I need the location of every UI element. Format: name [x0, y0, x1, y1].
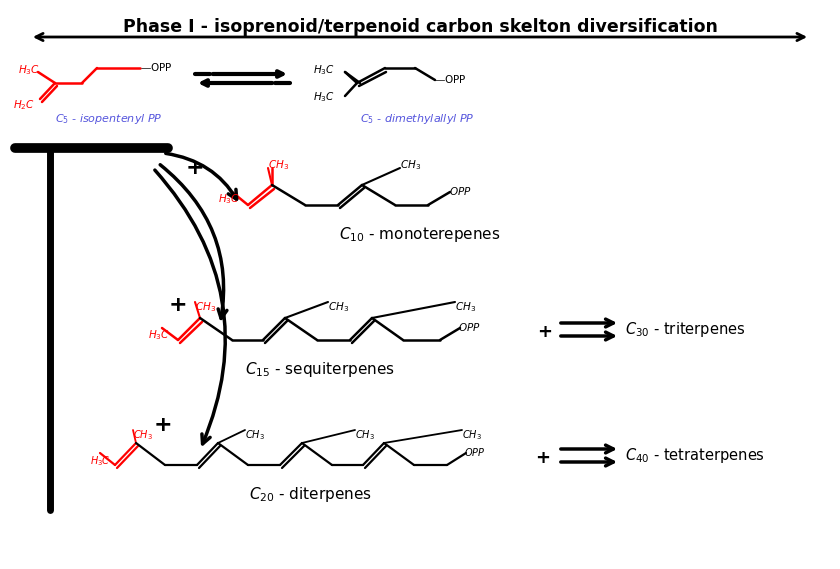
Text: $H_3C$: $H_3C$ — [313, 63, 335, 77]
Text: $H_3C$: $H_3C$ — [218, 192, 240, 206]
Text: $CH_3$: $CH_3$ — [245, 428, 265, 442]
Text: $CH_3$: $CH_3$ — [195, 300, 216, 314]
Text: $C_{20}$ - diterpenes: $C_{20}$ - diterpenes — [249, 485, 371, 504]
Text: $OPP$: $OPP$ — [449, 185, 471, 197]
Text: $C_{30}$ - triterpenes: $C_{30}$ - triterpenes — [625, 320, 745, 339]
Text: $H_2C$: $H_2C$ — [13, 98, 35, 112]
Text: +: + — [154, 415, 172, 435]
Text: $CH_3$: $CH_3$ — [133, 428, 153, 442]
Text: $H_3C$: $H_3C$ — [90, 454, 111, 468]
Text: $C_5$ - dimethylallyl PP: $C_5$ - dimethylallyl PP — [360, 112, 475, 126]
Text: +: + — [169, 295, 187, 315]
Text: $CH_3$: $CH_3$ — [268, 158, 289, 172]
Text: $\mathregular{—OPP}$: $\mathregular{—OPP}$ — [434, 73, 467, 85]
Text: $CH_3$: $CH_3$ — [455, 300, 476, 314]
Text: $CH_3$: $CH_3$ — [328, 300, 349, 314]
Text: $CH_3$: $CH_3$ — [400, 158, 421, 172]
Text: $C_{10}$ - monoterepenes: $C_{10}$ - monoterepenes — [339, 225, 501, 244]
Text: $C_5$ - isopentenyl PP: $C_5$ - isopentenyl PP — [55, 112, 163, 126]
Text: +: + — [536, 449, 550, 467]
Text: Phase I - isoprenoid/terpenoid carbon skelton diversification: Phase I - isoprenoid/terpenoid carbon sk… — [123, 18, 717, 36]
Text: $H_3C$: $H_3C$ — [313, 90, 335, 104]
Text: $CH_3$: $CH_3$ — [462, 428, 482, 442]
Text: $H_3C$: $H_3C$ — [148, 328, 170, 342]
Text: $H_3C$: $H_3C$ — [18, 63, 40, 77]
Text: $OPP$: $OPP$ — [458, 321, 480, 333]
Text: +: + — [538, 323, 553, 341]
Text: $CH_3$: $CH_3$ — [355, 428, 375, 442]
Text: +: + — [186, 158, 204, 178]
Text: $OPP$: $OPP$ — [464, 446, 486, 458]
Text: $\mathregular{—OPP}$: $\mathregular{—OPP}$ — [140, 61, 173, 73]
Text: $C_{40}$ - tetraterpenes: $C_{40}$ - tetraterpenes — [625, 446, 765, 464]
Text: $C_{15}$ - sequiterpenes: $C_{15}$ - sequiterpenes — [245, 360, 395, 379]
